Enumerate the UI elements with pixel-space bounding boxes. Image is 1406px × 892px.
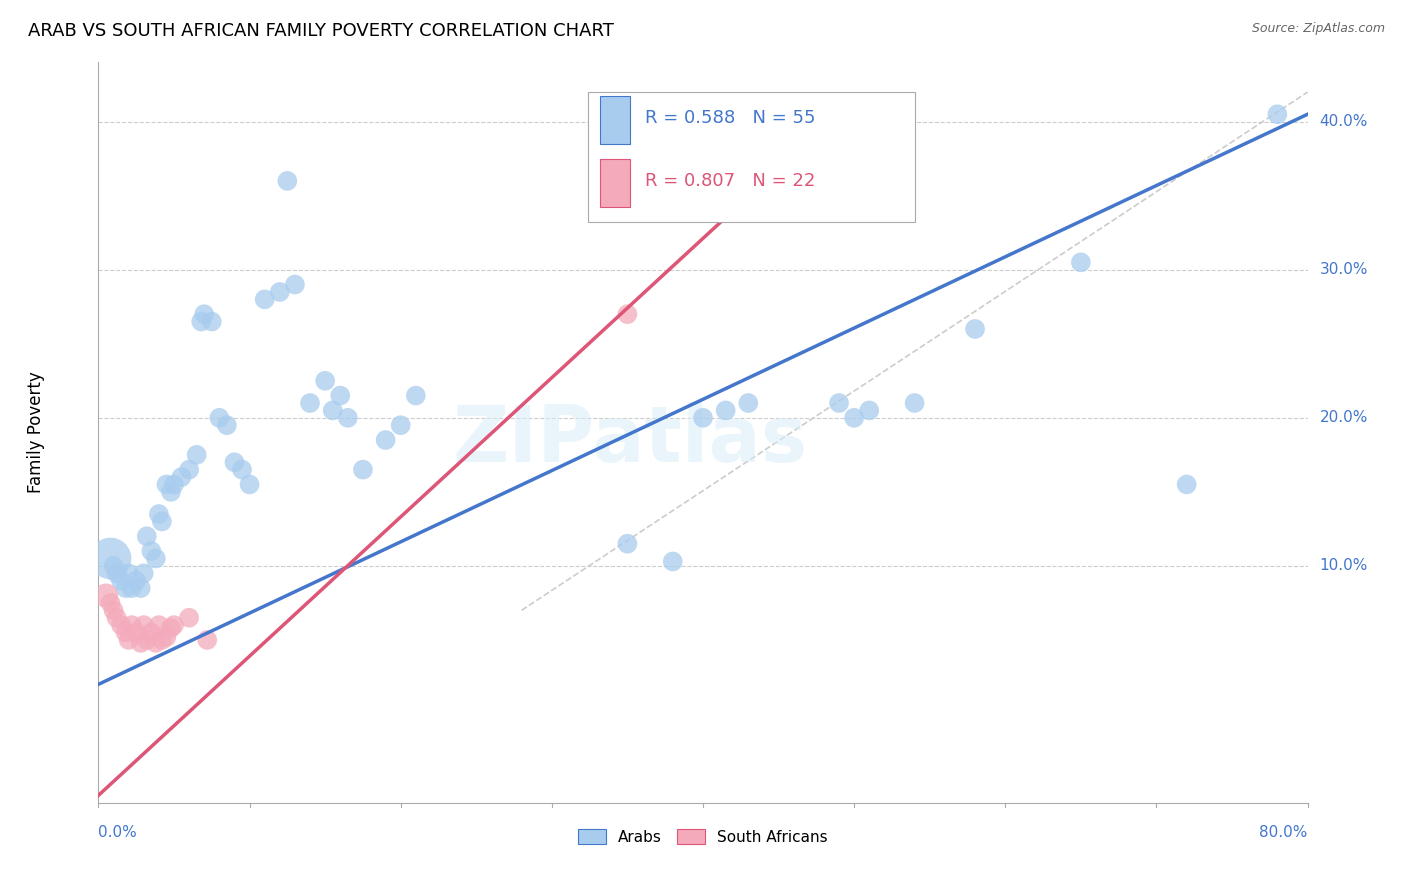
Point — [208, 410, 231, 425]
Point — [858, 403, 880, 417]
Point — [105, 566, 128, 581]
Point — [155, 477, 177, 491]
Point — [269, 285, 291, 299]
Text: 20.0%: 20.0% — [1320, 410, 1368, 425]
Point — [179, 610, 201, 624]
Text: Source: ZipAtlas.com: Source: ZipAtlas.com — [1251, 22, 1385, 36]
Point — [125, 574, 148, 588]
Point — [405, 389, 427, 403]
Point — [155, 630, 177, 644]
Point — [121, 618, 143, 632]
Point — [661, 554, 683, 568]
Point — [170, 470, 193, 484]
Point — [179, 462, 201, 476]
Point — [150, 632, 173, 647]
Text: ZIPatlas: ZIPatlas — [453, 402, 808, 478]
Point — [145, 636, 167, 650]
Point — [129, 581, 152, 595]
Point — [114, 625, 136, 640]
Point — [150, 515, 173, 529]
Point — [193, 307, 215, 321]
Point — [714, 403, 737, 417]
Point — [94, 589, 117, 603]
Point — [692, 410, 714, 425]
Point — [125, 625, 148, 640]
Point — [239, 477, 262, 491]
Text: 80.0%: 80.0% — [1260, 825, 1308, 840]
Point — [190, 314, 212, 328]
Point — [163, 618, 186, 632]
Point — [616, 307, 638, 321]
Point — [844, 410, 866, 425]
Point — [1175, 477, 1198, 491]
Point — [1070, 255, 1092, 269]
Point — [132, 618, 155, 632]
Point — [1267, 107, 1289, 121]
Point — [737, 396, 759, 410]
Point — [110, 618, 132, 632]
Point — [118, 566, 141, 581]
Point — [135, 529, 157, 543]
Point — [148, 507, 170, 521]
Point — [148, 618, 170, 632]
Point — [135, 632, 157, 647]
Point — [276, 174, 298, 188]
Point — [828, 396, 851, 410]
Point — [141, 544, 163, 558]
Point — [163, 477, 186, 491]
Point — [100, 551, 122, 566]
Point — [352, 462, 374, 476]
Point — [215, 418, 238, 433]
Point — [374, 433, 396, 447]
Point — [110, 574, 132, 588]
Point — [904, 396, 927, 410]
Point — [314, 374, 336, 388]
Point — [186, 448, 208, 462]
Text: ARAB VS SOUTH AFRICAN FAMILY POVERTY CORRELATION CHART: ARAB VS SOUTH AFRICAN FAMILY POVERTY COR… — [28, 22, 614, 40]
Point — [224, 455, 246, 469]
Point — [389, 418, 412, 433]
Point — [129, 636, 152, 650]
Point — [132, 566, 155, 581]
Bar — [588, 92, 915, 221]
Point — [965, 322, 987, 336]
Point — [103, 558, 125, 573]
Point — [253, 293, 276, 307]
Point — [616, 536, 638, 550]
Text: 40.0%: 40.0% — [1320, 114, 1368, 129]
Point — [118, 632, 141, 647]
Point — [336, 410, 359, 425]
Point — [201, 314, 224, 328]
Text: Family Poverty: Family Poverty — [27, 372, 45, 493]
Text: 0.0%: 0.0% — [98, 825, 138, 840]
Bar — [600, 159, 630, 207]
Point — [105, 610, 128, 624]
Point — [141, 625, 163, 640]
Point — [284, 277, 307, 292]
Legend: Arabs, South Africans: Arabs, South Africans — [572, 822, 834, 851]
Text: R = 0.588   N = 55: R = 0.588 N = 55 — [645, 109, 815, 127]
Point — [103, 603, 125, 617]
Point — [160, 621, 183, 635]
Point — [160, 484, 183, 499]
Point — [100, 596, 122, 610]
Point — [322, 403, 344, 417]
Point — [231, 462, 253, 476]
Point — [195, 632, 218, 647]
Point — [114, 581, 136, 595]
Point — [299, 396, 322, 410]
Point — [145, 551, 167, 566]
Point — [121, 581, 143, 595]
Bar — [600, 95, 630, 144]
Point — [329, 389, 352, 403]
Text: 30.0%: 30.0% — [1320, 262, 1368, 277]
Text: R = 0.807   N = 22: R = 0.807 N = 22 — [645, 172, 815, 190]
Text: 10.0%: 10.0% — [1320, 558, 1368, 574]
